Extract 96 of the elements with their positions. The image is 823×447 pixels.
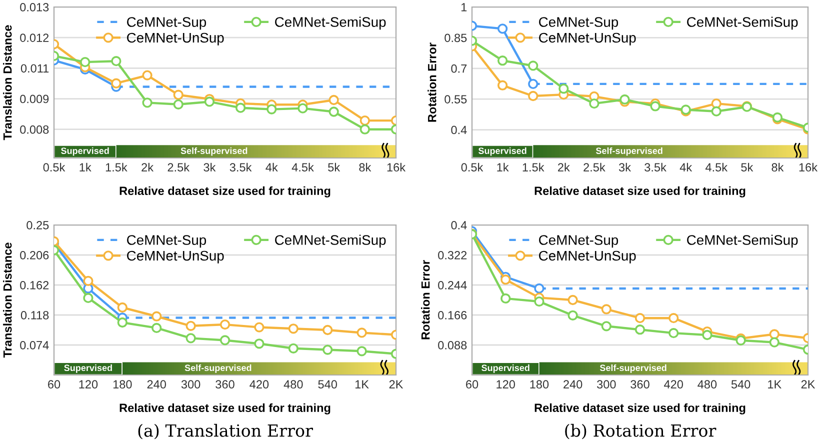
x-tick-label: 180 [113, 380, 132, 389]
x-tick-label: 16k [387, 162, 406, 172]
y-tick-label: 0.012 [20, 34, 49, 42]
y-axis-title: Rotation Error [428, 42, 436, 122]
x-tick-label: 8k [772, 162, 784, 172]
legend-label: CeMNet-SemiSup [687, 234, 798, 248]
band-label: Supervised [482, 364, 530, 373]
x-axis-title: Relative dataset size used for training [534, 186, 746, 198]
x-tick-label: 2.5k [168, 162, 190, 172]
y-tick-label: 0.009 [20, 94, 49, 104]
y-tick-label: 0.008 [20, 125, 49, 134]
legend-label: CeMNet-UnSup [539, 250, 636, 264]
x-tick-label: 4k [266, 162, 278, 172]
x-tick-label: 0.5k [43, 162, 66, 172]
legend-label: CeMNet-UnSup [127, 250, 224, 264]
x-tick-label: 360 [630, 380, 650, 389]
x-tick-label: 540 [731, 380, 750, 389]
y-tick-label: 0.074 [20, 341, 49, 350]
band-label: Supervised [64, 364, 112, 373]
x-tick-label: 480 [284, 380, 303, 389]
x-tick-label: 420 [664, 380, 683, 389]
legend-label: CeMNet-UnSup [127, 32, 224, 46]
band-label: Supervised [61, 147, 109, 156]
y-tick-label: 0.85 [444, 34, 467, 42]
x-tick-label: 2k [142, 162, 154, 172]
x-tick-label: 360 [216, 380, 234, 389]
x-tick-label: 300 [597, 380, 616, 389]
y-tick-label: 0.166 [438, 311, 467, 320]
x-tick-label: 16k [799, 162, 818, 172]
x-tick-label: 240 [147, 380, 166, 389]
x-tick-label: 1.5k [106, 162, 128, 172]
x-tick-label: 2.5k [584, 162, 606, 172]
x-tick-label: 4.5k [705, 162, 728, 172]
x-tick-label: 2K [389, 380, 404, 388]
y-axis-title: Translation Distance [3, 25, 12, 140]
x-tick-label: 3k [618, 162, 631, 172]
x-tick-label: 2K [801, 380, 816, 388]
legend-label: CeMNet-UnSup [539, 32, 636, 46]
band-label: Self-supervised [184, 364, 252, 373]
legend-label: CeMNet-Sup [127, 17, 206, 30]
legend-label: CeMNet-SemiSup [275, 234, 386, 248]
y-tick-label: 0.25 [26, 221, 49, 230]
legend-label: CeMNet-Sup [127, 235, 206, 248]
y-tick-label: 0.7 [451, 64, 467, 73]
y-axis-title: Rotation Error [421, 260, 430, 340]
x-tick-label: 1k [80, 162, 92, 172]
text: (b) Rotation Error [565, 424, 716, 440]
x-tick-label: 1K [355, 380, 369, 388]
x-tick-label: 4.5k [292, 162, 314, 172]
x-tick-label: 120 [496, 380, 515, 389]
legend-label: CeMNet-SemiSup [687, 16, 798, 30]
y-tick-label: 0.206 [20, 251, 49, 260]
y-tick-label: 0.55 [444, 95, 467, 104]
y-tick-label: 1 [461, 3, 467, 12]
x-tick-label: 1.5k [522, 162, 544, 172]
x-tick-label: 180 [530, 380, 549, 389]
x-tick-label: 4k [680, 162, 692, 172]
x-axis-title: Relative dataset size used for training [534, 403, 746, 414]
legend-label: CeMNet-Sup [539, 235, 618, 248]
x-axis-title: Relative dataset size used for training [120, 403, 330, 414]
x-tick-label: 0.5k [461, 162, 484, 172]
text: (a) Translation Error [138, 424, 314, 440]
x-tick-label: 3k [204, 162, 216, 172]
x-tick-label: 240 [564, 380, 582, 389]
x-tick-label: 3.5k [644, 162, 666, 172]
x-tick-label: 5k [328, 162, 340, 172]
y-tick-label: 0.4 [451, 126, 467, 134]
x-tick-label: 2k [558, 162, 570, 172]
y-tick-label: 0.244 [438, 281, 467, 290]
x-tick-label: 480 [698, 380, 717, 389]
x-tick-label: 540 [318, 380, 337, 389]
y-tick-label: 0.4 [451, 221, 467, 230]
y-tick-label: 0.322 [438, 251, 467, 260]
y-tick-label: 0.162 [20, 281, 49, 290]
y-tick-label: 0.118 [20, 311, 49, 320]
x-tick-label: 60 [48, 380, 60, 389]
legend-label: CeMNet-SemiSup [275, 16, 386, 30]
x-tick-label: 1K [768, 380, 782, 388]
x-tick-label: 300 [181, 380, 200, 389]
legend-label: CeMNet-Sup [539, 17, 618, 30]
x-tick-label: 1k [497, 162, 509, 172]
x-tick-label: 420 [250, 380, 269, 389]
x-tick-label: 120 [79, 380, 98, 389]
x-tick-label: 3.5k [230, 162, 252, 172]
band-label: Supervised [478, 147, 526, 156]
band-label: Self-supervised [596, 147, 662, 156]
band-label: Self-supervised [600, 364, 666, 373]
x-tick-label: 60 [466, 380, 478, 389]
y-tick-label: 0.088 [438, 341, 467, 350]
y-tick-label: 0.013 [20, 3, 49, 12]
x-tick-label: 5k [741, 162, 754, 172]
y-tick-label: 0.011 [20, 64, 49, 73]
y-axis-title: Translation Distance [3, 242, 12, 358]
x-axis-title: Relative dataset size used for training [120, 186, 330, 198]
x-tick-label: 8k [359, 162, 372, 172]
band-label: Self-supervised [180, 147, 248, 156]
